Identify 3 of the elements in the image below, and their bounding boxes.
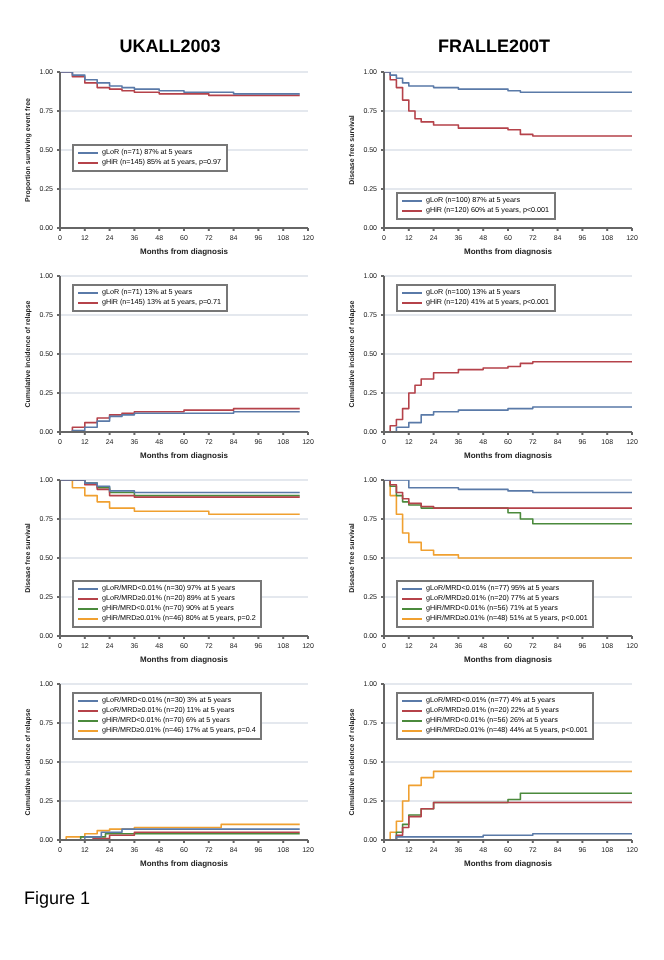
caption: Figure 1 — [24, 888, 93, 908]
chart-title: FRALLE200T — [435, 36, 552, 60]
chart-title: UKALL2003 — [117, 36, 223, 60]
